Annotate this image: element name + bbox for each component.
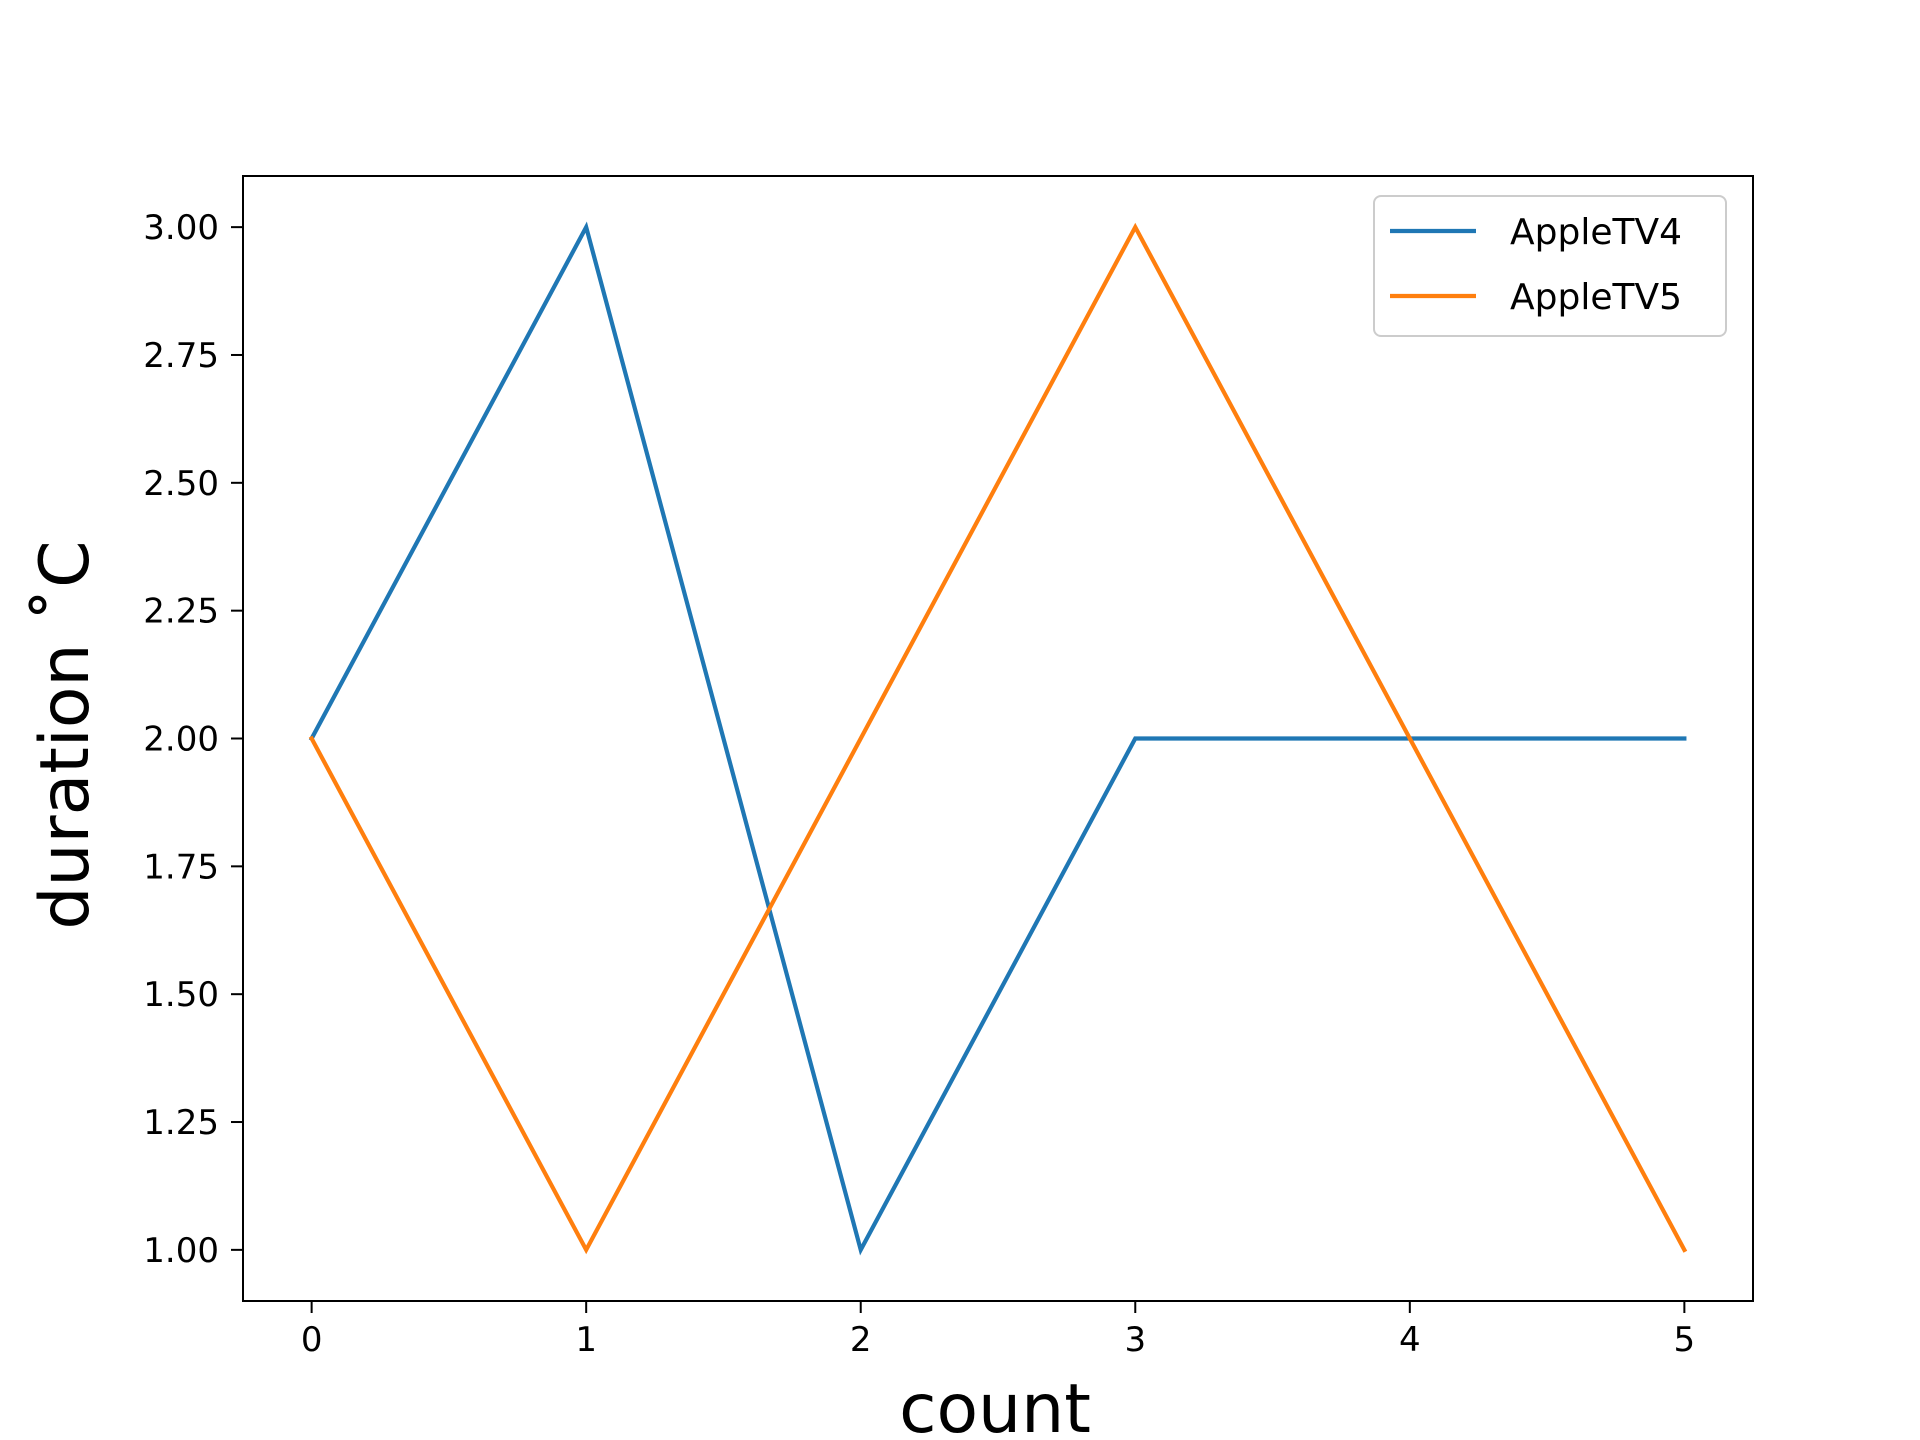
x-tick-label: 4 (1399, 1320, 1421, 1360)
y-tick-label: 3.00 (143, 208, 219, 248)
x-axis: 0 1 2 3 4 5 (301, 1301, 1695, 1360)
series-line-appletv4 (308, 221, 1687, 1256)
x-tick-label: 5 (1674, 1320, 1696, 1360)
x-tick-label: 3 (1124, 1320, 1146, 1360)
y-tick-label: 1.50 (143, 975, 219, 1015)
legend-label-appletv4: AppleTV4 (1510, 212, 1682, 253)
plot-frame (242, 175, 1754, 1302)
y-axis: 1.00 1.25 1.50 1.75 2.00 2.25 2.50 2.75 3.00 (143, 208, 243, 1271)
legend: AppleTV4 AppleTV5 (1373, 195, 1727, 337)
y-tick-label: 1.00 (143, 1231, 219, 1271)
y-tick-label: 1.25 (143, 1103, 219, 1143)
series-layer (308, 221, 1688, 1256)
x-tick-label: 2 (850, 1320, 872, 1360)
y-tick-label: 2.00 (143, 720, 219, 760)
legend-label-appletv5: AppleTV5 (1510, 277, 1682, 318)
y-tick-label: 1.75 (143, 847, 219, 887)
x-axis-label: count (899, 1370, 1091, 1440)
series-line-appletv5 (308, 222, 1688, 1255)
y-tick-label: 2.25 (143, 592, 219, 632)
x-tick-label: 0 (301, 1320, 323, 1360)
y-tick-label: 2.75 (143, 336, 219, 376)
y-axis-label: duration ˚C (26, 540, 105, 929)
x-tick-label: 1 (575, 1320, 597, 1360)
y-tick-label: 2.50 (143, 464, 219, 504)
